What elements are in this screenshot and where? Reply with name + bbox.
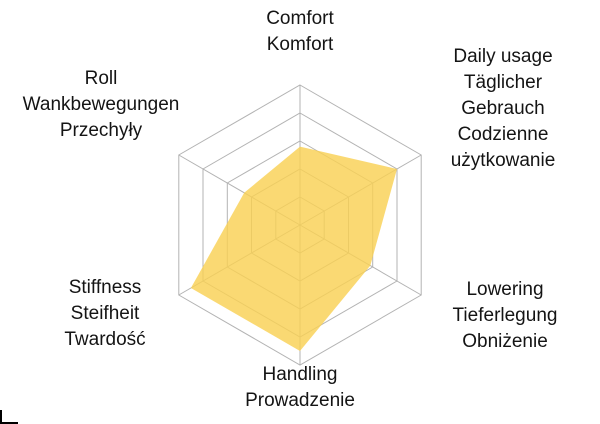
axis-label-roll: Roll Wankbewegungen Przechyły <box>22 68 180 141</box>
axis-label-comfort: Comfort Komfort <box>266 8 334 55</box>
axis-label-stiffness: Stiffness Steifheit Twardość <box>64 277 146 350</box>
axis-label-handling: Handling Prowadzenie <box>245 364 355 411</box>
axis-label-lowering: Lowering Tieferlegung Obniżenie <box>452 279 558 352</box>
axis-label-daily-usage: Daily usage Täglicher Gebrauch Codzienne… <box>450 46 556 171</box>
image-border-corner <box>0 410 18 424</box>
data-polygon <box>190 146 397 351</box>
